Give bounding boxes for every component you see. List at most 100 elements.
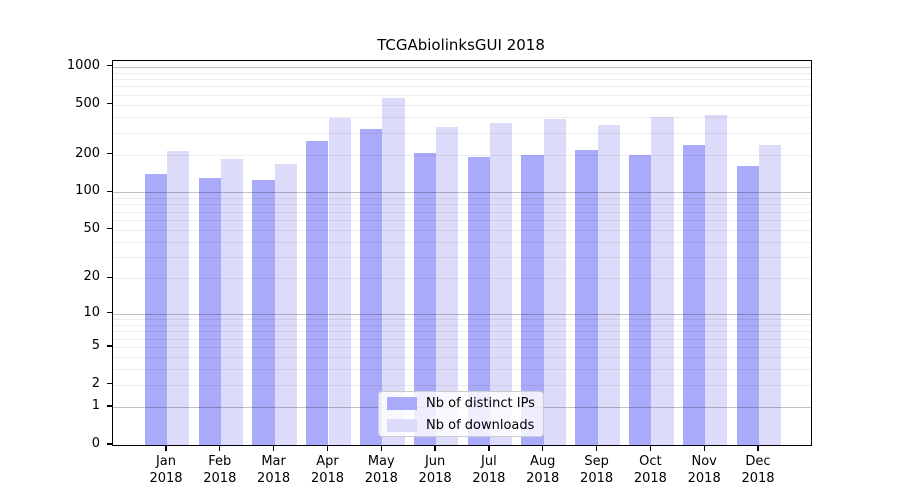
x-tick-mark (649, 445, 652, 451)
gridline-minor (113, 229, 811, 231)
bar-downloads (382, 97, 405, 445)
gridline-minor (113, 331, 811, 333)
y-tick-mark (107, 345, 112, 347)
bar-ips (360, 128, 383, 445)
bar-downloads (220, 158, 244, 445)
y-tick-label: 500 (75, 95, 100, 111)
gridline-minor (113, 116, 811, 118)
bar-ips (306, 140, 329, 445)
bar-ips (521, 154, 544, 445)
x-tick-mark (272, 445, 275, 451)
gridline-minor (113, 78, 811, 80)
y-tick-mark (107, 276, 112, 278)
gridline-minor (113, 369, 811, 371)
x-tick-mark (595, 445, 598, 451)
x-tick-label: Dec 2018 (741, 454, 775, 486)
y-tick-label: 1000 (66, 57, 100, 73)
y-tick-label: 200 (75, 145, 100, 161)
bar-ips (198, 177, 221, 445)
gridline-minor (113, 346, 811, 348)
x-tick-label: Sep 2018 (580, 454, 614, 486)
y-tick-mark (107, 102, 112, 105)
gridline-minor (113, 257, 811, 258)
gridline-minor (113, 211, 811, 213)
gridline-minor (113, 132, 811, 134)
gridline-minor (113, 324, 811, 326)
gridline-minor (113, 278, 811, 280)
gridline-minor (113, 154, 811, 156)
legend-swatch-icon (387, 418, 417, 432)
bar-ips (736, 165, 759, 445)
bar-ips (144, 174, 167, 445)
bar-downloads (489, 122, 513, 445)
x-tick-mark (757, 445, 759, 451)
y-tick-label: 20 (83, 269, 100, 285)
legend-label: Nb of downloads (426, 417, 535, 433)
x-tick-label: Mar 2018 (257, 454, 291, 486)
y-tick-mark (107, 312, 112, 314)
legend-row: Nb of distinct IPs (387, 396, 535, 411)
bar-downloads (436, 126, 459, 445)
x-tick-mark (326, 445, 329, 451)
bar-ips (252, 180, 275, 445)
y-tick-mark (107, 190, 112, 192)
bar-downloads (167, 150, 190, 445)
gridline-minor (113, 104, 811, 106)
y-tick-label: 2 (91, 375, 100, 391)
x-tick-mark (165, 445, 167, 451)
gridline-minor (113, 86, 811, 88)
y-tick-mark (107, 443, 112, 445)
bar-downloads (328, 118, 351, 445)
bar-downloads (705, 115, 728, 445)
x-tick-mark (488, 445, 490, 451)
bar-ips (629, 154, 652, 445)
gridline-minor (113, 384, 811, 386)
y-tick-label: 5 (91, 337, 100, 353)
gridline-minor (113, 219, 811, 221)
x-tick-label: Aug 2018 (526, 454, 560, 486)
x-tick-label: Apr 2018 (310, 454, 345, 486)
gridline-minor (113, 204, 811, 206)
x-tick-label: Jun 2018 (418, 454, 452, 486)
gridline-minor (113, 338, 811, 340)
x-tick-mark (219, 445, 221, 451)
legend: Nb of distinct IPs Nb of downloads (378, 391, 544, 437)
y-tick-label: 10 (83, 304, 100, 320)
gridline-major (113, 66, 811, 68)
bar-ips (467, 156, 490, 445)
bar-ips (682, 144, 706, 445)
gridline-minor (113, 94, 811, 96)
x-tick-label: Oct 2018 (633, 454, 667, 486)
gridline-major (113, 192, 811, 194)
legend-row: Nb of downloads (387, 418, 535, 433)
legend-label: Nb of distinct IPs (426, 395, 535, 411)
bar-ips (413, 152, 437, 445)
y-tick-label: 1 (91, 398, 100, 413)
legend-swatch-icon (387, 396, 417, 410)
bar-downloads (274, 164, 297, 445)
x-tick-label: Jan 2018 (149, 454, 183, 486)
y-tick-label: 0 (91, 436, 100, 451)
x-tick-label: Nov 2018 (687, 454, 721, 486)
x-tick-mark (380, 445, 382, 451)
y-tick-label: 50 (83, 220, 100, 236)
gridline-major (113, 313, 811, 315)
gridline-minor (113, 356, 811, 358)
gridline-minor (113, 198, 811, 199)
bar-downloads (759, 145, 782, 445)
x-tick-mark (542, 445, 544, 451)
plot-area (112, 60, 812, 446)
bar-ips (575, 150, 598, 445)
y-tick-mark (107, 383, 112, 385)
chart-title: TCGAbiolinksGUI 2018 (377, 36, 545, 54)
bar-downloads (651, 116, 674, 445)
y-tick-mark (107, 152, 112, 155)
bar-downloads (543, 118, 566, 445)
gridline-minor (113, 72, 811, 74)
x-tick-mark (434, 445, 436, 451)
y-tick-mark (107, 228, 112, 230)
bar-downloads (597, 125, 620, 445)
y-tick-label: 100 (75, 183, 100, 199)
gridline-minor (113, 241, 811, 243)
